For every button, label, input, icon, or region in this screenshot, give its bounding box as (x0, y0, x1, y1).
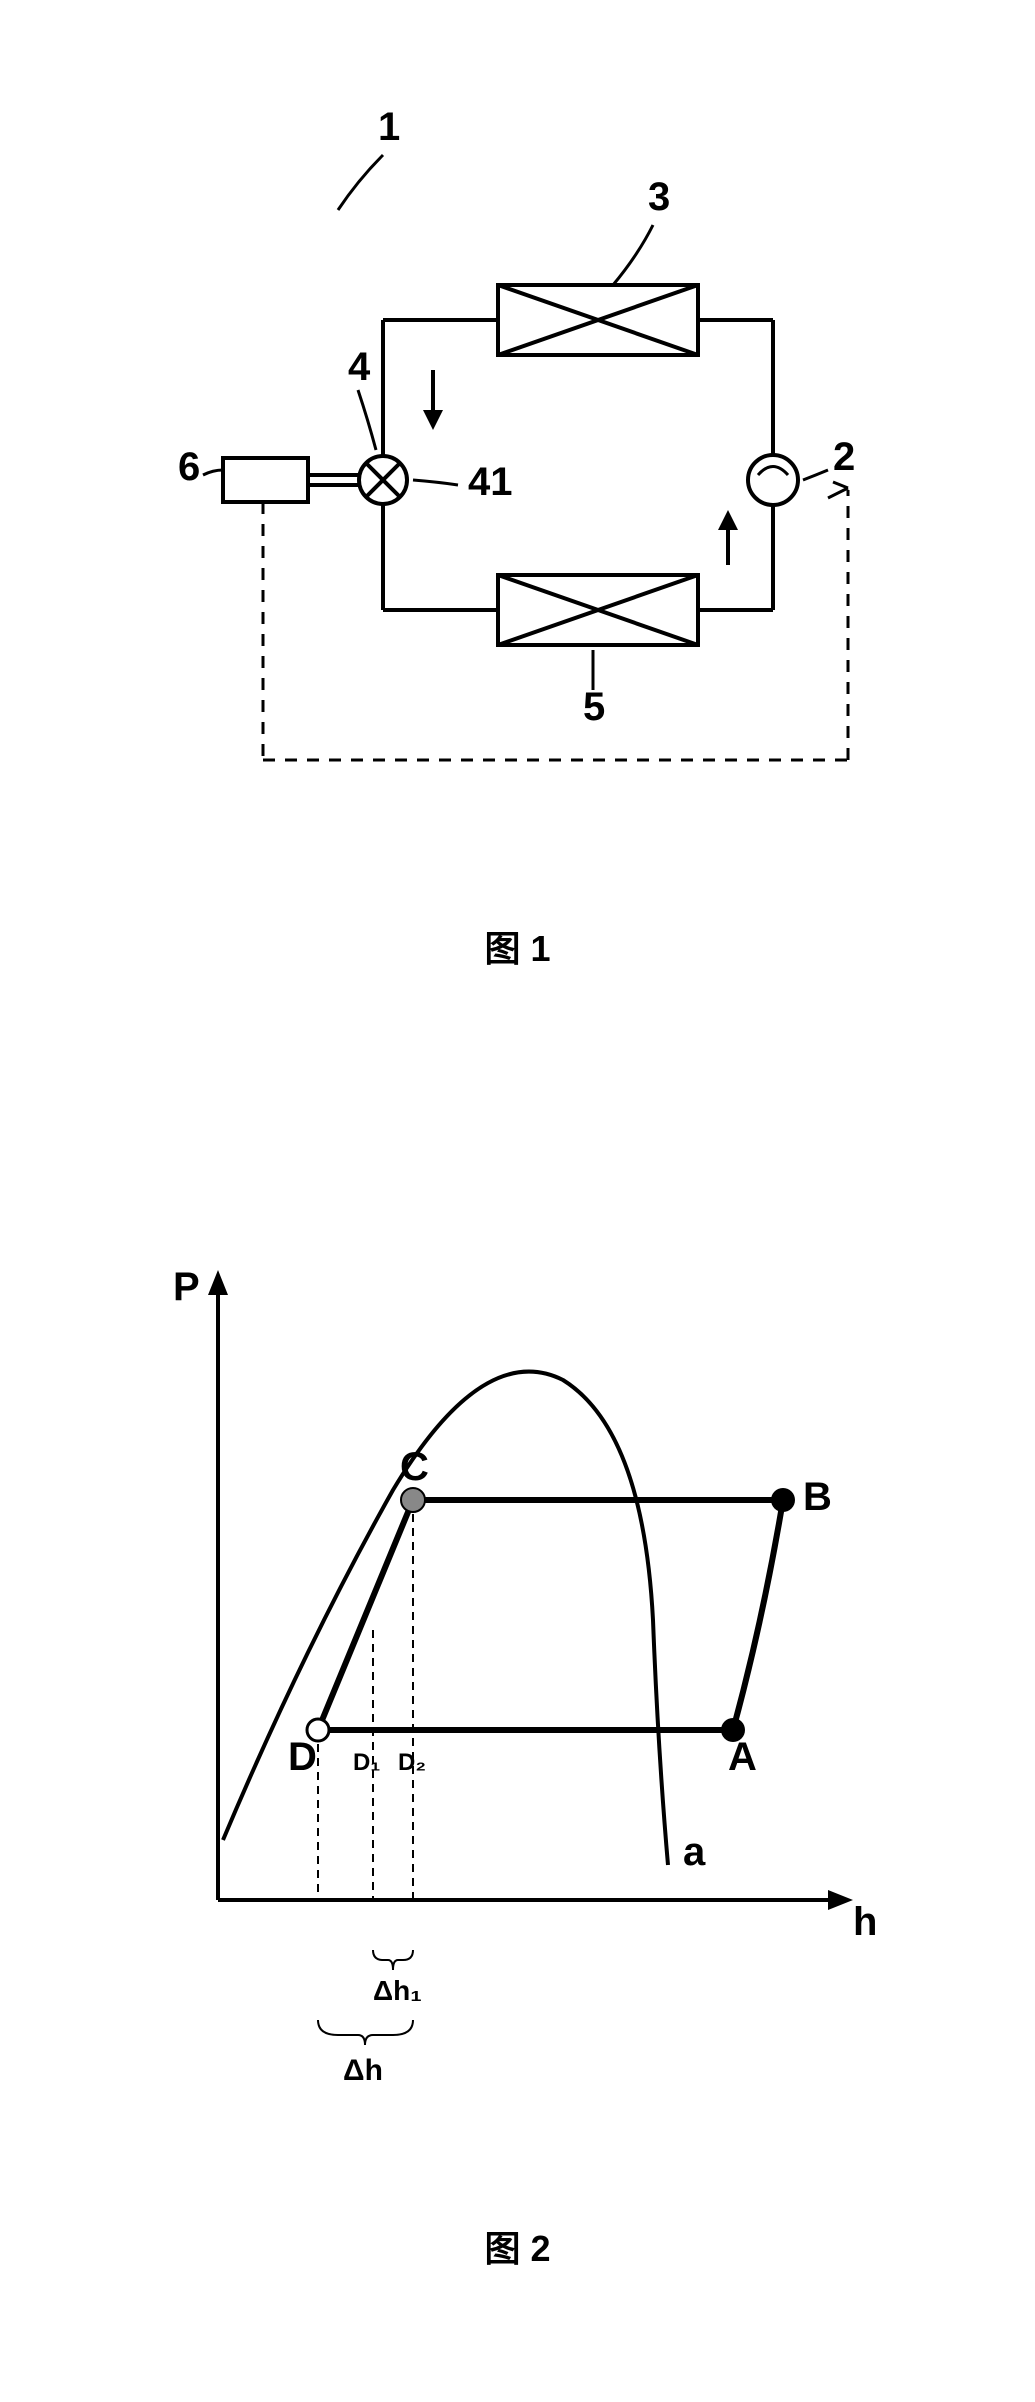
line-ab (733, 1500, 783, 1730)
brace-dh (318, 2020, 413, 2045)
figure-1-label: 图 1 (484, 920, 550, 972)
component-6-box (223, 458, 308, 502)
figure-1-container: 1 3 4 41 (168, 80, 868, 980)
lead-line-3 (613, 225, 653, 285)
lead-line-2-arrow1 (828, 488, 848, 498)
line-cd (318, 1500, 413, 1730)
flow-arrow-up-head (718, 510, 738, 530)
lead-line-1 (338, 155, 383, 210)
compressor-inner (758, 467, 788, 476)
figure-1-diagram: 1 3 4 41 (168, 80, 868, 980)
label-2: 2 (833, 435, 855, 479)
lead-line-4 (358, 390, 376, 450)
lead-line-2-arrow2 (833, 482, 848, 488)
figure-2-chart: P h a B C A (143, 1200, 893, 2300)
point-c (401, 1488, 425, 1512)
label-1: 1 (378, 105, 400, 149)
label-b: B (803, 1475, 832, 1519)
label-d1: D₁ (353, 1749, 380, 1776)
label-6: 6 (178, 445, 200, 489)
brace-dh1 (373, 1950, 413, 1970)
label-4: 4 (348, 345, 371, 389)
label-5: 5 (583, 685, 605, 729)
x-axis-arrow (828, 1890, 853, 1910)
point-b (771, 1488, 795, 1512)
label-c: C (400, 1445, 429, 1489)
compressor-circle (748, 455, 798, 505)
flow-arrow-down-head (423, 410, 443, 430)
label-d2: D₂ (398, 1749, 426, 1776)
y-axis-arrow (208, 1270, 228, 1295)
x-axis-label: h (853, 1900, 877, 1944)
lead-line-2 (803, 470, 828, 480)
saturation-dome (223, 1372, 668, 1865)
label-dh: Δh (343, 2054, 383, 2087)
label-a: a (683, 1830, 706, 1874)
label-point-a: A (728, 1735, 757, 1779)
y-axis-label: P (173, 1265, 200, 1309)
figure-2-container: P h a B C A (143, 1200, 893, 2300)
lead-line-41 (413, 480, 458, 485)
lead-line-6 (203, 470, 223, 475)
label-3: 3 (648, 175, 670, 219)
figure-2-label: 图 2 (484, 2220, 550, 2272)
label-dh1: Δh₁ (373, 1975, 422, 2006)
label-41: 41 (468, 460, 513, 504)
label-d: D (288, 1735, 317, 1779)
